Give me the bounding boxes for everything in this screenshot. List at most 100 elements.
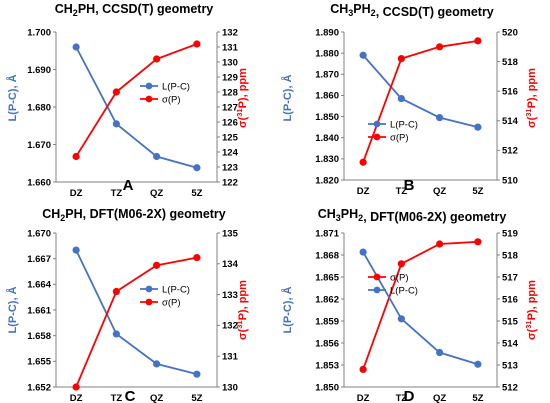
x-tick-label: 5Z [472, 186, 483, 197]
data-point-bond-length [436, 348, 444, 357]
right-tick-label: 133 [222, 290, 238, 301]
right-tick-label: 516 [502, 87, 518, 98]
data-point-bond-length [112, 330, 120, 338]
x-tick-label: QZ [150, 188, 163, 199]
legend-marker [145, 298, 153, 306]
right-tick-label: 124 [222, 147, 239, 158]
series-line-bond-length [75, 46, 198, 169]
data-point-bond-length [72, 43, 80, 51]
x-tick-label: DZ [70, 393, 83, 403]
legend-label: σ(P) [162, 297, 181, 308]
right-tick-label: 510 [502, 175, 518, 186]
left-tick-label: 1.664 [27, 280, 51, 291]
right-tick-label: 513 [502, 360, 518, 371]
legend-marker [373, 120, 381, 128]
right-axis-label: σ(31P), ppm [524, 280, 538, 340]
left-tick-label: 1.862 [315, 294, 339, 305]
legend-label: σ(P) [390, 132, 409, 143]
data-point-shielding [193, 254, 201, 262]
x-tick-label: 5Z [191, 393, 202, 403]
right-tick-label: 130 [222, 57, 238, 68]
right-tick-label: 126 [222, 117, 238, 128]
left-tick-label: 1.865 [315, 272, 339, 283]
x-tick-label: QZ [433, 186, 446, 197]
legend-marker [145, 285, 153, 293]
chart-title: CH2PH, DFT(M06-2X) geometry [42, 207, 226, 223]
right-tick-label: 131 [222, 352, 239, 363]
data-point-bond-length [193, 370, 201, 378]
x-tick-label: 5Z [472, 393, 483, 403]
panel-B: CH3PH2, CCSD(T) geometry 1.820 1.830 1.840 1… [281, 2, 538, 197]
legend-label: σ(P) [162, 94, 181, 105]
left-tick-label: 1.700 [27, 27, 51, 38]
right-tick-label: 516 [502, 294, 518, 305]
left-tick-label: 1.661 [27, 305, 51, 316]
left-tick-label: 1.667 [27, 254, 51, 265]
x-tick-label: QZ [433, 393, 446, 403]
left-tick-label: 1.880 [315, 48, 339, 59]
data-point-shielding [397, 55, 405, 63]
left-axis-label: L(P-C), Å [281, 74, 294, 121]
legend-label: σ(P) [390, 272, 409, 283]
right-tick-label: 122 [222, 177, 238, 188]
left-axis-label: L(P-C), Å [6, 74, 19, 121]
x-tick-label: TZ [111, 188, 123, 199]
legend-label: L(P-C) [162, 81, 190, 92]
right-tick-label: 514 [502, 338, 519, 349]
legend-label: L(P-C) [390, 119, 418, 130]
right-tick-label: 135 [222, 228, 239, 239]
legend-marker [373, 273, 381, 281]
right-tick-label: 512 [502, 146, 518, 157]
legend-label: L(P-C) [390, 285, 418, 296]
left-tick-label: 1.856 [315, 338, 339, 349]
data-point-shielding [153, 55, 161, 63]
right-tick-label: 520 [502, 27, 518, 38]
x-tick-label: TZ [111, 393, 123, 403]
panel-letter: C [125, 388, 136, 403]
data-point-shielding [474, 37, 482, 45]
left-tick-label: 1.890 [315, 27, 339, 38]
right-tick-label: 130 [222, 382, 238, 393]
right-tick-label: 517 [502, 272, 518, 283]
left-tick-label: 1.850 [315, 112, 339, 123]
left-tick-label: 1.853 [315, 360, 339, 371]
right-tick-label: 132 [222, 321, 238, 332]
left-tick-label: 1.840 [315, 133, 339, 144]
left-tick-label: 1.660 [27, 177, 51, 188]
data-point-bond-length [359, 248, 367, 256]
left-tick-label: 1.850 [315, 382, 339, 393]
right-tick-label: 131 [222, 42, 239, 53]
left-tick-label: 1.670 [27, 140, 51, 151]
data-point-bond-length [112, 120, 120, 128]
data-point-shielding [72, 152, 80, 161]
x-tick-label: QZ [150, 393, 163, 403]
data-point-shielding [436, 240, 444, 248]
right-axis-label: σ(31P), ppm [235, 68, 249, 128]
right-axis-label: σ(31P), ppm [235, 280, 249, 340]
data-point-shielding [359, 158, 367, 166]
panel-letter: D [404, 388, 415, 403]
data-point-bond-length [436, 114, 444, 122]
series-line-shielding [362, 240, 478, 370]
data-point-bond-length [359, 51, 367, 59]
series-line-shielding [75, 256, 198, 388]
panel-letter: A [123, 177, 134, 194]
x-tick-label: DZ [70, 188, 83, 199]
data-point-bond-length [474, 123, 482, 131]
legend-marker [373, 133, 381, 141]
x-tick-label: DZ [357, 186, 370, 197]
left-tick-label: 1.680 [27, 102, 51, 113]
left-tick-label: 1.871 [315, 228, 339, 239]
right-tick-label: 129 [222, 72, 238, 83]
data-point-bond-length [397, 315, 405, 323]
right-tick-label: 134 [222, 259, 239, 270]
right-tick-label: 518 [502, 250, 518, 261]
left-tick-label: 1.870 [315, 70, 339, 81]
right-tick-label: 128 [222, 87, 238, 98]
data-point-bond-length [153, 152, 161, 161]
series-line-shielding [75, 43, 198, 157]
right-tick-label: 514 [502, 116, 519, 127]
right-tick-label: 512 [502, 382, 518, 393]
left-tick-label: 1.830 [315, 154, 339, 165]
